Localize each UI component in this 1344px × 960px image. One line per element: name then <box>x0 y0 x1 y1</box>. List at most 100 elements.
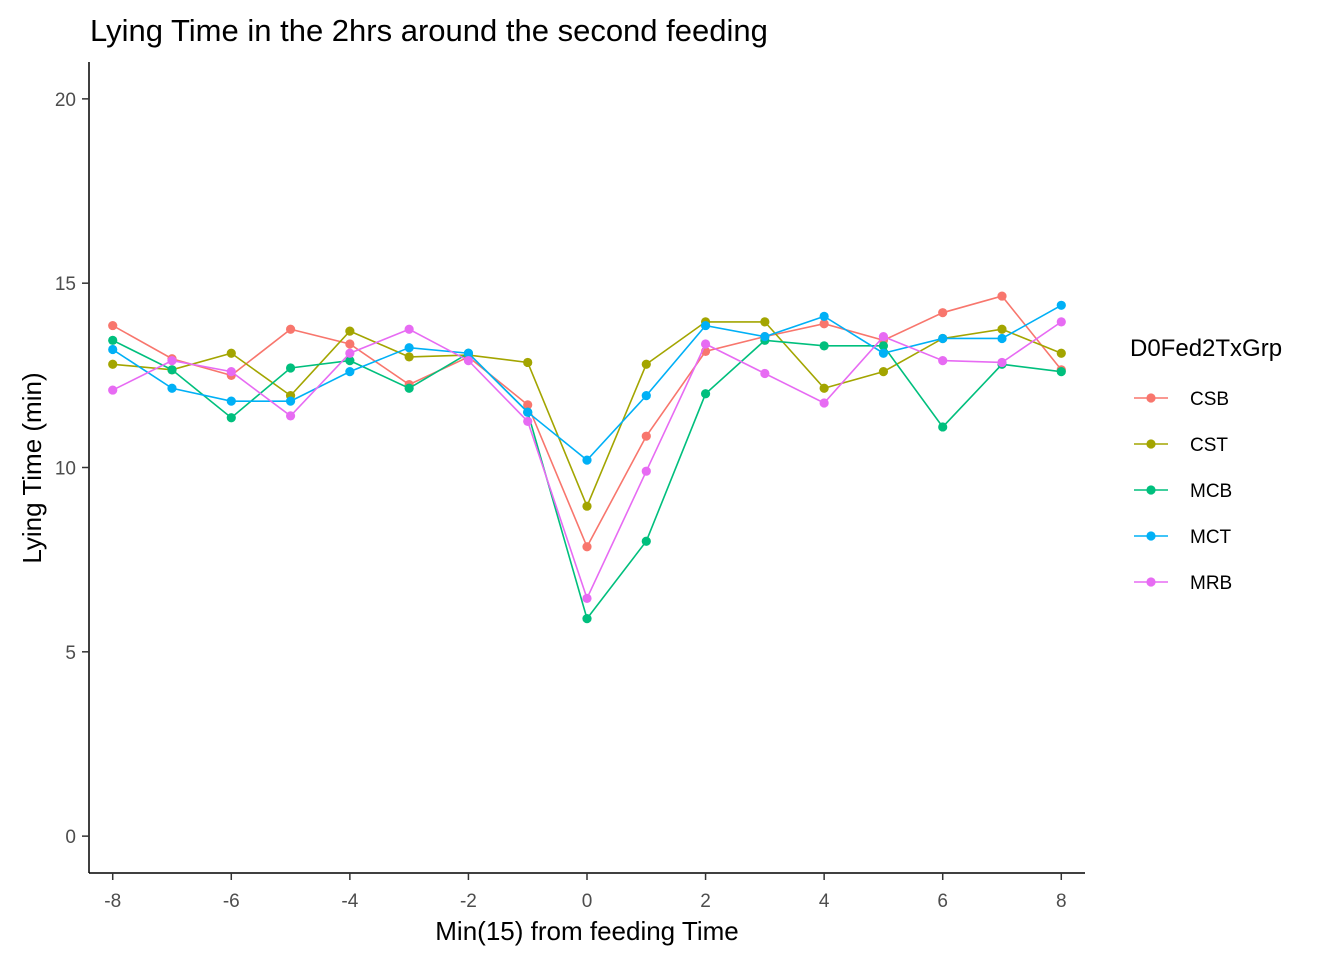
data-point <box>641 536 651 546</box>
legend-key-point <box>1146 485 1156 495</box>
data-point <box>108 385 118 395</box>
series-csb <box>108 291 1066 552</box>
legend-label: MRB <box>1190 573 1232 594</box>
data-point <box>641 391 651 401</box>
data-point <box>523 407 533 417</box>
series-cst <box>108 317 1066 511</box>
x-ticks: -8 -6 -4 -2 0 2 4 6 8 <box>104 873 1067 912</box>
legend-key-point <box>1146 531 1156 541</box>
data-point <box>345 348 355 358</box>
data-point <box>819 383 829 393</box>
data-point <box>226 367 236 377</box>
x-tick-label: 6 <box>937 891 948 912</box>
data-point <box>938 333 948 344</box>
data-point <box>760 332 770 342</box>
data-point <box>641 431 651 441</box>
legend-item-cst: CST <box>1134 435 1228 456</box>
legend-item-csb: CSB <box>1134 389 1229 410</box>
data-point <box>523 416 533 427</box>
data-point <box>226 413 236 423</box>
legend-title: D0Fed2TxGrp <box>1130 335 1282 362</box>
data-point <box>938 422 948 432</box>
data-point <box>404 324 414 334</box>
legend-label: MCT <box>1190 527 1232 548</box>
data-point <box>582 593 592 603</box>
data-point <box>226 348 236 358</box>
chart-title: Lying Time in the 2hrs around the second… <box>90 13 768 48</box>
data-point <box>1056 348 1066 358</box>
y-tick-label: 5 <box>65 643 76 664</box>
data-point <box>345 367 355 377</box>
y-tick-label: 0 <box>65 827 76 848</box>
y-tick-label: 10 <box>55 459 76 480</box>
data-point <box>285 363 296 373</box>
data-point <box>404 343 414 353</box>
data-point <box>345 339 355 349</box>
data-point <box>345 326 355 336</box>
data-point <box>167 355 177 366</box>
y-tick-label: 20 <box>55 90 76 111</box>
series-line <box>112 339 1062 621</box>
data-point <box>582 501 592 511</box>
data-point <box>345 355 355 366</box>
x-tick-label: 0 <box>582 891 593 912</box>
data-point <box>878 367 889 377</box>
x-tick-label: 2 <box>700 891 711 912</box>
data-point <box>582 614 592 624</box>
data-point <box>760 368 770 379</box>
series-mct <box>108 300 1066 465</box>
series-line <box>112 304 1062 462</box>
legend-key-point <box>1146 439 1156 449</box>
axes <box>88 62 1085 874</box>
data-point <box>108 320 118 331</box>
data-point <box>285 411 296 421</box>
x-tick-label: -2 <box>460 891 477 912</box>
legend-label: MCB <box>1190 481 1232 502</box>
data-point <box>760 317 770 327</box>
data-point <box>582 542 592 552</box>
data-point <box>285 396 296 406</box>
legend-item-mct: MCT <box>1134 527 1232 548</box>
data-point <box>463 348 474 358</box>
data-point <box>700 339 711 349</box>
data-point <box>108 359 118 369</box>
x-tick-label: 8 <box>1056 891 1067 912</box>
data-point <box>700 320 711 331</box>
data-point <box>997 291 1007 301</box>
series-mcb <box>108 335 1066 624</box>
series-line <box>112 321 1062 509</box>
data-point <box>997 333 1007 344</box>
data-point <box>523 400 533 410</box>
x-tick-label: 4 <box>819 891 830 912</box>
data-point <box>108 344 118 355</box>
data-point <box>641 359 651 369</box>
data-point <box>167 365 177 375</box>
x-tick-label: -4 <box>341 891 358 912</box>
series-mrb <box>108 317 1066 603</box>
data-point <box>938 308 948 318</box>
x-axis-title: Min(15) from feeding Time <box>435 916 738 946</box>
data-point <box>108 335 118 345</box>
data-point <box>404 352 414 362</box>
y-axis-title: Lying Time (min) <box>17 372 47 563</box>
data-point <box>523 357 533 368</box>
data-point <box>226 396 236 406</box>
data-point <box>997 324 1007 334</box>
data-point <box>819 319 829 329</box>
data-point <box>819 311 829 321</box>
data-point <box>404 383 414 393</box>
data-point <box>878 348 889 358</box>
data-point <box>819 341 829 351</box>
legend-label: CSB <box>1190 389 1229 410</box>
data-point <box>1056 367 1066 377</box>
data-point <box>1056 300 1066 310</box>
y-ticks: 0 5 10 15 20 <box>55 90 89 848</box>
data-point <box>285 324 296 334</box>
data-point <box>1056 317 1066 327</box>
data-point <box>582 455 592 465</box>
legend-item-mcb: MCB <box>1134 481 1232 502</box>
data-point <box>878 332 889 342</box>
data-point <box>700 389 711 399</box>
data-point <box>167 383 177 393</box>
legend-items: CSB CST MCB MCT MRB <box>1134 389 1232 594</box>
